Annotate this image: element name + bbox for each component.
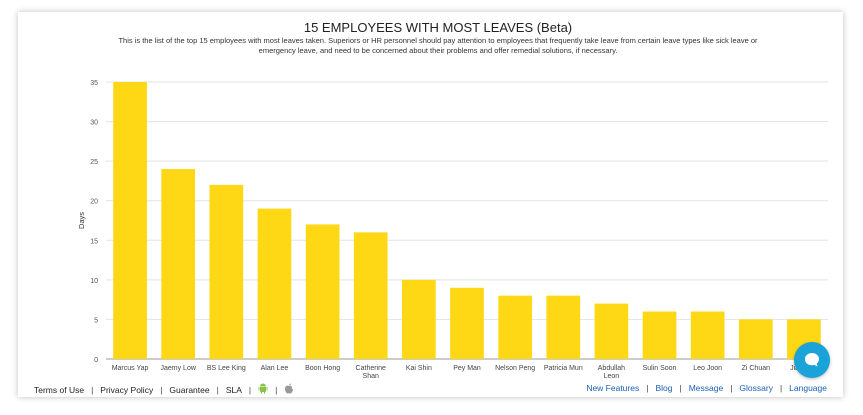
bar (738, 319, 773, 359)
apple-icon[interactable] (284, 383, 294, 396)
sla-link[interactable]: SLA (225, 384, 242, 395)
y-tick-label: 0 (94, 357, 98, 364)
y-tick-label: 15 (90, 238, 98, 245)
footer-separator: | (646, 383, 649, 393)
x-tick-label: Alan Lee (261, 365, 289, 372)
bar (498, 295, 532, 359)
bar (594, 303, 629, 359)
y-axis-label: Days (77, 212, 86, 229)
x-tick-label: Abdullah Leon (598, 365, 625, 380)
y-tick-label: 10 (90, 278, 98, 285)
bar (113, 82, 147, 359)
footer-separator: | (275, 384, 278, 395)
chart-subtitle: This is the list of the top 15 employees… (118, 36, 758, 55)
footer-left-links: Terms of Use | Privacy Policy | Guarante… (34, 383, 294, 396)
x-tick-label: Nelson Peng (495, 365, 535, 372)
x-tick-label: Patricia Mun (544, 365, 583, 372)
footer-right-links: New Features | Blog | Message | Glossary… (586, 383, 827, 393)
new-features-link[interactable]: New Features (586, 383, 640, 393)
chat-button[interactable] (794, 342, 830, 378)
chart-title: 15 EMPLOYEES WITH MOST LEAVES (Beta) (303, 20, 573, 35)
footer-separator: | (91, 384, 94, 395)
report-panel: 15 EMPLOYEES WITH MOST LEAVES (Beta) Thi… (18, 12, 843, 397)
bar-chart: 0 5 10 15 20 25 30 35 Days Marcus Yap Jaemy Low BS … (77, 80, 828, 380)
x-tick-label: BS Lee King (207, 365, 246, 372)
bar (209, 184, 244, 359)
y-tick-label: 5 (94, 317, 98, 324)
footer-separator: | (216, 384, 219, 395)
x-tick-label: Kai Shin (406, 365, 432, 372)
x-tick-label: Zi Chuan (742, 365, 771, 372)
privacy-policy-link[interactable]: Privacy Policy (100, 384, 154, 395)
glossary-link[interactable]: Glossary (739, 383, 773, 393)
footer-separator: | (679, 383, 682, 393)
x-tick-label: Leo Joon (693, 365, 722, 372)
bar (450, 287, 484, 359)
android-icon[interactable] (258, 383, 268, 396)
footer-separator: | (779, 383, 783, 393)
bar (305, 224, 340, 359)
bar (546, 295, 581, 359)
bar (353, 232, 388, 359)
x-tick-label: Catherine Shan (356, 365, 386, 380)
bar (402, 279, 436, 359)
x-tick-label: Pey Man (453, 365, 481, 372)
bar (690, 311, 725, 359)
y-tick-label: 20 (90, 199, 98, 206)
y-tick-label: 35 (90, 80, 98, 87)
message-link[interactable]: Message (688, 383, 724, 393)
bar (642, 311, 677, 359)
bar (161, 169, 196, 359)
chat-icon (805, 353, 819, 367)
y-tick-label: 25 (90, 159, 98, 166)
blog-link[interactable]: Blog (655, 383, 673, 393)
chart-container: 15 EMPLOYEES WITH MOST LEAVES (Beta) Thi… (48, 12, 828, 387)
footer-separator: | (730, 383, 733, 393)
terms-of-use-link[interactable]: Terms of Use (34, 384, 85, 395)
footer-separator: | (160, 384, 163, 395)
footer-separator: | (248, 384, 252, 395)
x-tick-label: Sulin Soon (643, 365, 677, 372)
footer: Terms of Use | Privacy Policy | Guarante… (18, 380, 843, 397)
guarantee-link[interactable]: Guarantee (169, 384, 210, 395)
bar (257, 208, 292, 359)
x-tick-label: Jaemy Low (160, 365, 196, 372)
y-tick-label: 30 (90, 120, 98, 127)
x-tick-label: Marcus Yap (112, 365, 149, 372)
language-link[interactable]: Language (789, 383, 827, 393)
x-tick-label: Boon Hong (305, 365, 340, 372)
